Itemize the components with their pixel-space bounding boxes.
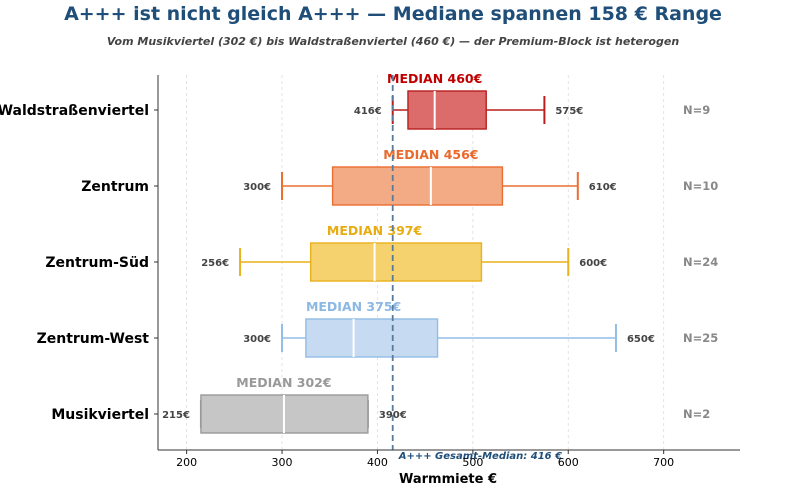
n-label-zentrum-s-d: N=24 <box>683 255 718 269</box>
category-label-waldstra-enviertel: Waldstraßenviertel <box>0 103 149 119</box>
max-label-waldstra-enviertel: 575€ <box>555 106 583 117</box>
min-label-musikviertel: 215€ <box>162 410 190 421</box>
x-tick-label-400: 400 <box>367 456 388 469</box>
median-label-waldstra-enviertel: MEDIAN 460€ <box>387 71 482 86</box>
min-label-zentrum-s-d: 256€ <box>201 258 229 269</box>
reference-median-label: A+++ Gesamt-Median: 416 € <box>398 451 562 462</box>
box-zentrum-west <box>305 318 439 358</box>
max-label-zentrum-s-d: 600€ <box>579 258 607 269</box>
chart-title: A+++ ist nicht gleich A+++ — Mediane spa… <box>64 3 722 25</box>
plot-layer: MEDIAN 460€ 416€ 575€ N=9 MEDIAN 456€ 300€ 610… <box>162 71 718 462</box>
n-label-zentrum: N=10 <box>683 179 718 193</box>
min-label-zentrum: 300€ <box>243 182 271 193</box>
n-label-musikviertel: N=2 <box>683 407 710 421</box>
median-label-zentrum-west: MEDIAN 375€ <box>306 299 401 314</box>
x-tick-label-700: 700 <box>653 456 674 469</box>
x-tick-label-300: 300 <box>272 456 293 469</box>
category-label-zentrum: Zentrum <box>81 179 149 195</box>
min-label-zentrum-west: 300€ <box>243 334 271 345</box>
x-tick-label-500: 500 <box>462 456 483 469</box>
x-tick-label-600: 600 <box>558 456 579 469</box>
median-label-musikviertel: MEDIAN 302€ <box>236 375 331 390</box>
box-zentrum <box>331 166 504 206</box>
x-axis-label: Warmmiete € <box>399 472 497 487</box>
median-label-zentrum-s-d: MEDIAN 397€ <box>327 223 422 238</box>
min-label-waldstra-enviertel: 416€ <box>354 106 382 117</box>
chart-subtitle: Vom Musikviertel (302 €) bis Waldstraßen… <box>107 35 679 48</box>
box-waldstra-enviertel <box>407 90 487 130</box>
category-label-zentrum-s-d: Zentrum-Süd <box>45 255 149 271</box>
x-tick-label-200: 200 <box>176 456 197 469</box>
median-label-zentrum: MEDIAN 456€ <box>383 147 478 162</box>
n-label-zentrum-west: N=25 <box>683 331 718 345</box>
max-label-zentrum: 610€ <box>589 182 617 193</box>
max-label-zentrum-west: 650€ <box>627 334 655 345</box>
axis-layer: 200 300 400 500 600 700 Waldstraßenviertel Zent… <box>0 75 740 469</box>
category-label-zentrum-west: Zentrum-West <box>37 331 150 347</box>
box-zentrum-s-d <box>309 242 483 282</box>
n-label-waldstra-enviertel: N=9 <box>683 103 710 117</box>
category-label-musikviertel: Musikviertel <box>51 407 149 423</box>
